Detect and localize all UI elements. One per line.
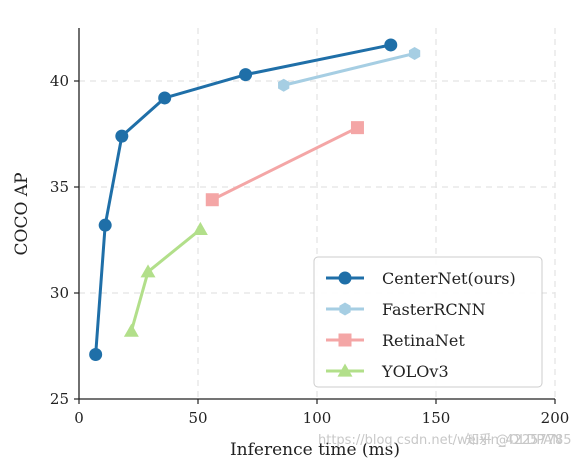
data-point-centernet-ours [384,38,398,52]
series-line-fasterrcnn [283,51,415,87]
x-tick-label: 150 [422,409,451,427]
y-tick-label: 40 [50,72,69,90]
data-point-centernet-ours [89,347,103,361]
x-tick-label: 0 [74,409,84,427]
data-point-yolov3 [192,221,208,236]
series-line-centernet-ours [94,43,392,355]
y-axis-label: COCO AP [12,172,32,255]
series-line-yolov3 [129,228,202,332]
data-point-yolov3 [123,323,139,337]
series-retinanet [205,121,364,207]
data-point-centernet-ours [98,218,112,232]
series-fasterrcnn [278,46,421,92]
watermark: https://blog.csdn.net/weixin_42257785 知乎… [318,432,572,448]
x-tick-label: 200 [541,409,570,427]
x-tick-label: 100 [303,409,332,427]
legend-label-retinanet: RetinaNet [382,331,465,350]
data-point-centernet-ours [239,68,253,82]
data-point-centernet-ours [115,129,129,143]
legend: CenterNet(ours) FasterRCNN RetinaNet YOLOv3 [313,256,543,388]
watermark-left: https://blog.csdn.net/weixin_42257785 [318,433,572,448]
legend-label-centernet-ours: CenterNet(ours) [382,269,516,288]
legend-label-fasterrcnn: FasterRCNN [382,300,486,319]
y-tick-label: 30 [50,284,69,302]
series-line-retinanet [211,126,359,202]
legend-box [313,256,543,388]
data-point-retinanet [350,121,364,135]
legend-marker-retinanet [338,333,352,347]
series-yolov3 [123,221,208,337]
series-layer [89,38,421,361]
x-axis-label: Inference time (ms) [230,440,400,460]
data-point-retinanet [205,193,219,207]
x-tick-label: 50 [188,409,207,427]
y-tick-label: 25 [50,390,69,408]
y-tick-label: 35 [50,178,69,196]
series-centernet-ours [89,38,398,361]
watermark-right: 知乎 @OLDPAN [466,432,562,448]
data-point-fasterrcnn [278,78,290,92]
legend-marker-yolov3 [337,363,353,377]
data-point-centernet-ours [158,91,172,105]
data-point-fasterrcnn [408,46,421,60]
data-point-yolov3 [140,264,156,278]
legend-marker-fasterrcnn [339,302,351,316]
ticks: 0 50 100 150 200 25 30 35 40 [50,72,569,427]
legend-marker-centernet-ours [338,271,352,285]
legend-label-yolov3: YOLOv3 [381,362,449,381]
